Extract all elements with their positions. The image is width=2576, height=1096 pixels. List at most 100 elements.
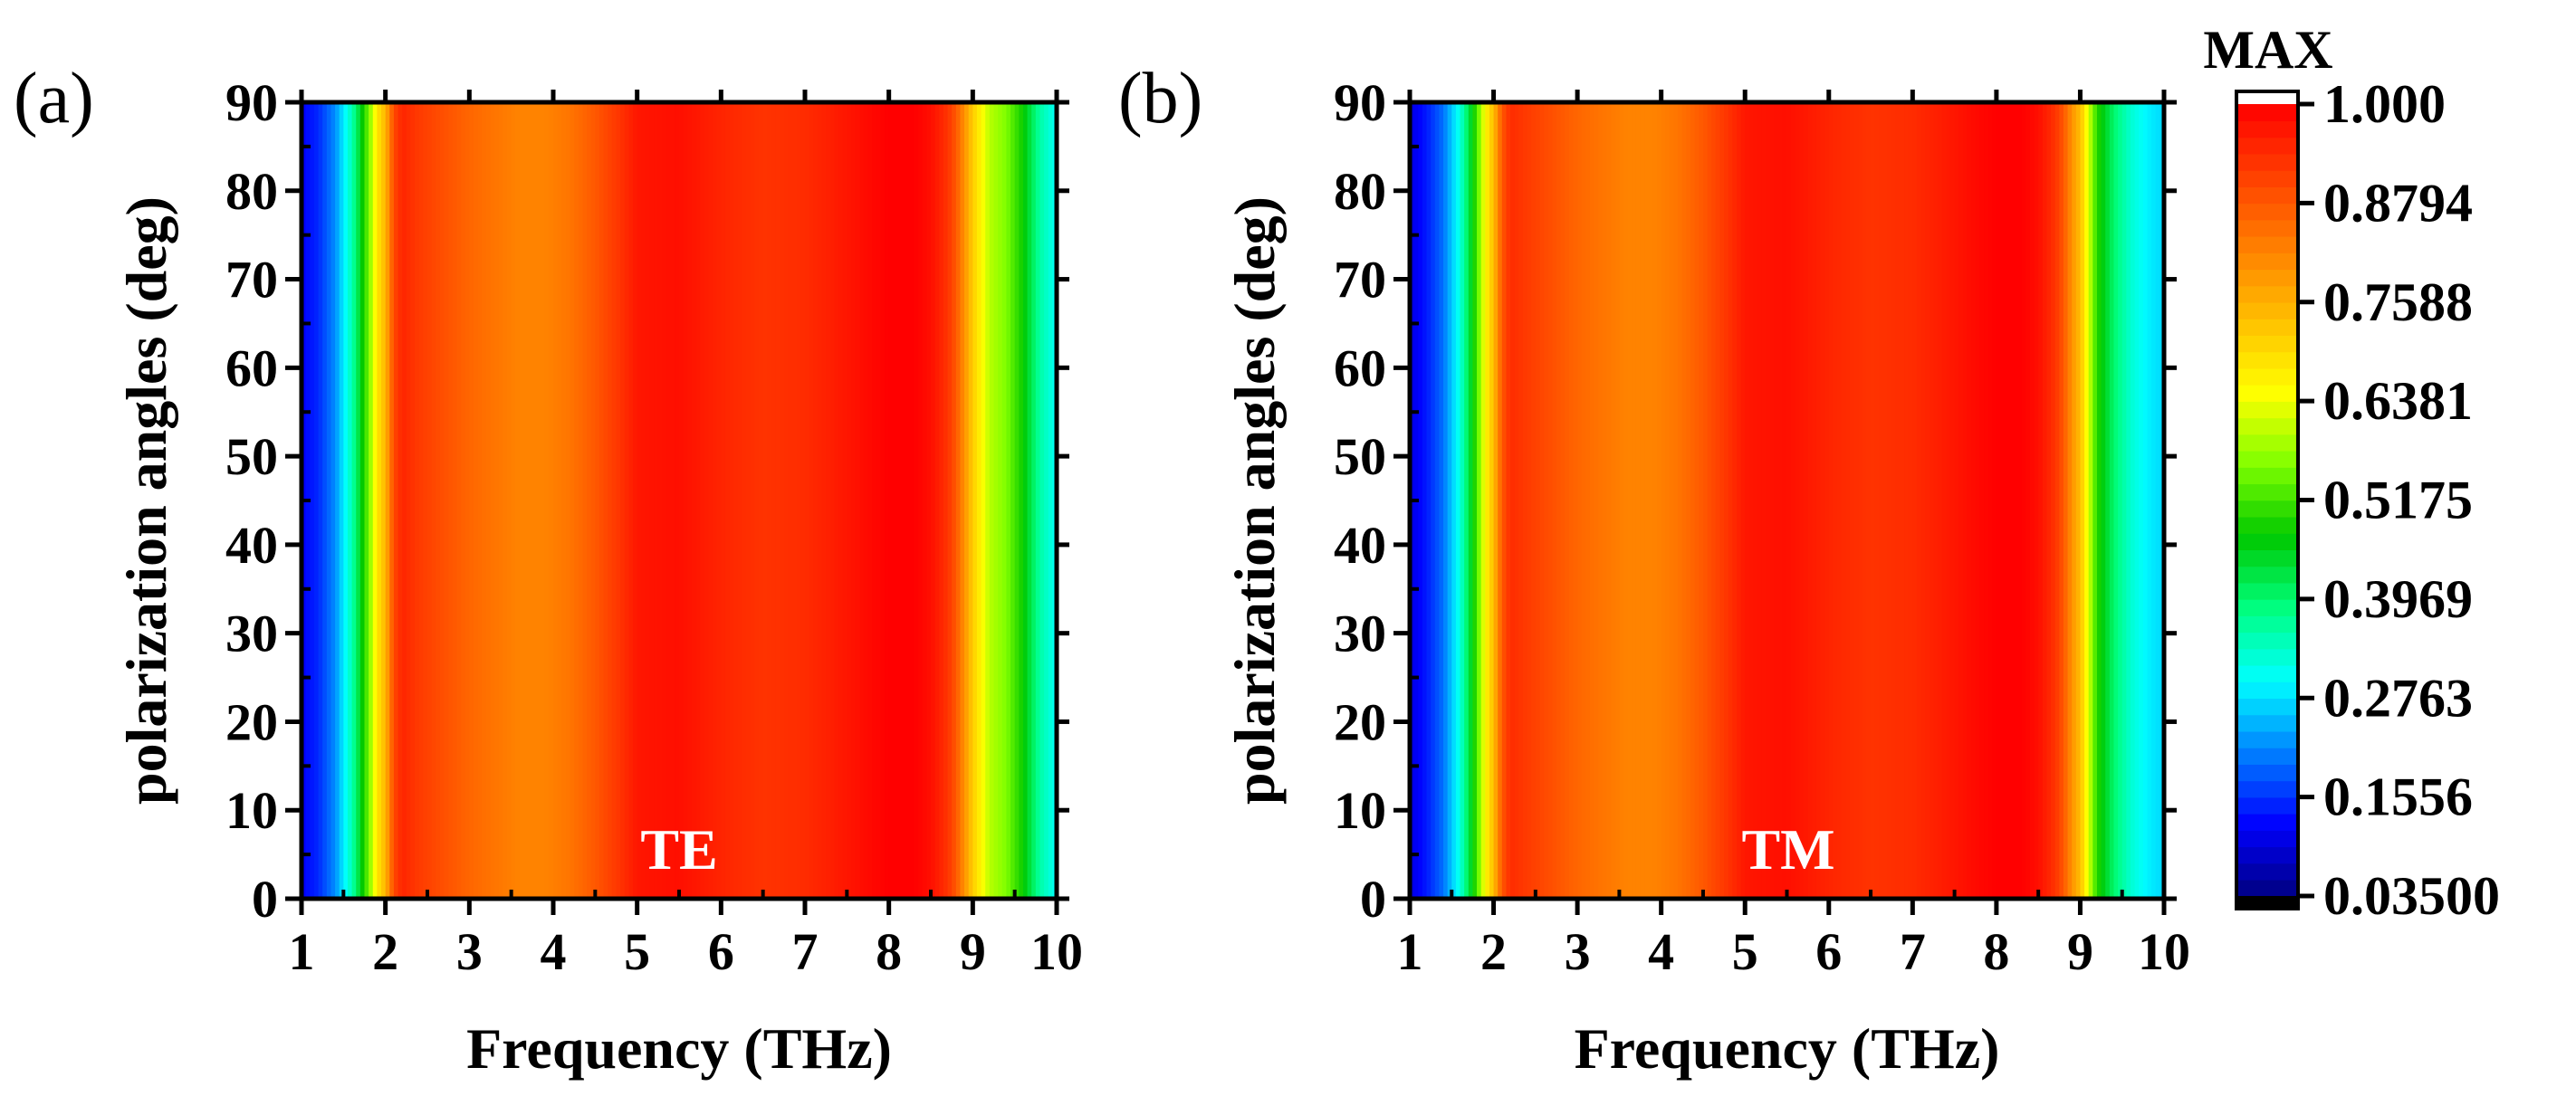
x-tick-label: 4 [1648, 922, 1674, 981]
colorbar-band [2236, 417, 2298, 435]
colorbar-band [2236, 318, 2298, 337]
heatmap-cell [1518, 102, 1524, 899]
y-tick-label: 10 [1334, 781, 1386, 840]
heatmap-cell [1480, 102, 1487, 899]
heatmap-cell [863, 102, 869, 899]
heatmap-cell [2109, 102, 2115, 899]
heatmap-cell [1833, 102, 1838, 899]
heatmap-cell [1589, 102, 1595, 899]
colorbar-band [2236, 846, 2298, 864]
heatmap-cell [628, 102, 634, 899]
heatmap-cell [893, 102, 898, 899]
heatmap-cell [1510, 102, 1516, 899]
heatmap-cell [427, 102, 433, 899]
heatmap-cell [1745, 102, 1750, 899]
y-tick-label: 0 [252, 870, 278, 929]
y-tick-label: 0 [1360, 870, 1386, 929]
y-tick-label: 40 [225, 516, 278, 575]
heatmap-cell [1807, 102, 1814, 899]
x-tick-label: 2 [372, 922, 398, 981]
heatmap-cell [1920, 102, 1927, 899]
heatmap-cell [918, 102, 924, 899]
y-tick-label: 40 [1334, 516, 1386, 575]
heatmap-cell [1925, 102, 1930, 899]
colorbar-band [2236, 747, 2298, 765]
heatmap-cell [1992, 102, 1997, 899]
heatmap-cell [359, 102, 366, 899]
heatmap-cell [490, 102, 495, 899]
heatmap-cell [1874, 102, 1881, 899]
colorbar-band [2236, 367, 2298, 386]
heatmap-cell [402, 102, 407, 899]
y-tick-label: 20 [225, 692, 278, 751]
heatmap-cell [2013, 102, 2018, 899]
heatmap-cell [410, 102, 416, 899]
heatmap-cell [2025, 102, 2031, 899]
heatmap-cell [800, 102, 806, 899]
heatmap-cell [637, 102, 643, 899]
heatmap-cell [1001, 102, 1008, 899]
heatmap-cell [1498, 102, 1503, 899]
heatmap-cell [482, 102, 487, 899]
heatmap-cell [1031, 102, 1037, 899]
heatmap-cell [397, 102, 403, 899]
heatmap-cell [2121, 102, 2128, 899]
heatmap-cell [859, 102, 865, 899]
heatmap-cell [809, 102, 815, 899]
x-axis-title: Frequency (THz) [1575, 1016, 2000, 1081]
heatmap-cell [1035, 102, 1041, 899]
heatmap-cell [2096, 102, 2102, 899]
y-tick-label: 30 [225, 605, 278, 663]
y-axis-title: polarization angles (deg) [1222, 196, 1287, 805]
x-tick-label: 1 [289, 922, 315, 981]
heatmap-cell [1627, 102, 1633, 899]
heatmap-cell [1728, 102, 1734, 899]
heatmap-cell [1527, 102, 1533, 899]
heatmap-cell [872, 102, 877, 899]
panel-a: 1 2 3 4 5 6 7 8 9 10 0 10 20 30 40 50 60 70 80 90 Frequency … [14, 59, 1083, 1081]
heatmap-cell [955, 102, 962, 899]
colorbar-band [2236, 434, 2298, 452]
x-tick-label: 8 [876, 922, 902, 981]
heatmap-cell [842, 102, 848, 899]
heatmap-cell [511, 102, 517, 899]
heatmap-cell [436, 102, 441, 899]
colorbar-band [2236, 153, 2298, 171]
heatmap-cell [1938, 102, 1943, 899]
heatmap-cell [855, 102, 861, 899]
heatmap-cell [1648, 102, 1654, 899]
colorbar-band [2236, 698, 2298, 716]
heatmap-cell [1690, 102, 1696, 899]
heatmap-cell [364, 102, 369, 899]
heatmap-cell [439, 102, 445, 899]
heatmap-cell [1757, 102, 1763, 899]
heatmap-cell [662, 102, 667, 899]
heatmap-cell [813, 102, 819, 899]
colorbar-band [2236, 500, 2298, 518]
heatmap-cell [633, 102, 638, 899]
heatmap-cell [444, 102, 449, 899]
heatmap-cell [557, 102, 563, 899]
heatmap-cell [952, 102, 957, 899]
colorbar-band [2236, 648, 2298, 666]
x-axis-title: Frequency (THz) [466, 1016, 892, 1081]
heatmap-cell [922, 102, 928, 899]
colorbar-tick-label: 1.000 [2323, 74, 2446, 134]
heatmap-cell [590, 102, 597, 899]
heatmap-cell [1774, 102, 1780, 899]
heatmap-cell [616, 102, 621, 899]
heatmap-cell [343, 102, 349, 899]
heatmap-cell [716, 102, 723, 899]
heatmap-cell [1652, 102, 1658, 899]
heatmap-cell [1544, 102, 1549, 899]
heatmap-cell [498, 102, 504, 899]
colorbar-band [2236, 582, 2298, 600]
mode-label: TM [1741, 817, 1834, 882]
heatmap-cell [1514, 102, 1520, 899]
colorbar-band [2236, 780, 2298, 798]
heatmap-cell [1815, 102, 1822, 899]
heatmap-cell [2105, 102, 2111, 899]
heatmap-cell [1464, 102, 1470, 899]
heatmap-cell [1702, 102, 1709, 899]
